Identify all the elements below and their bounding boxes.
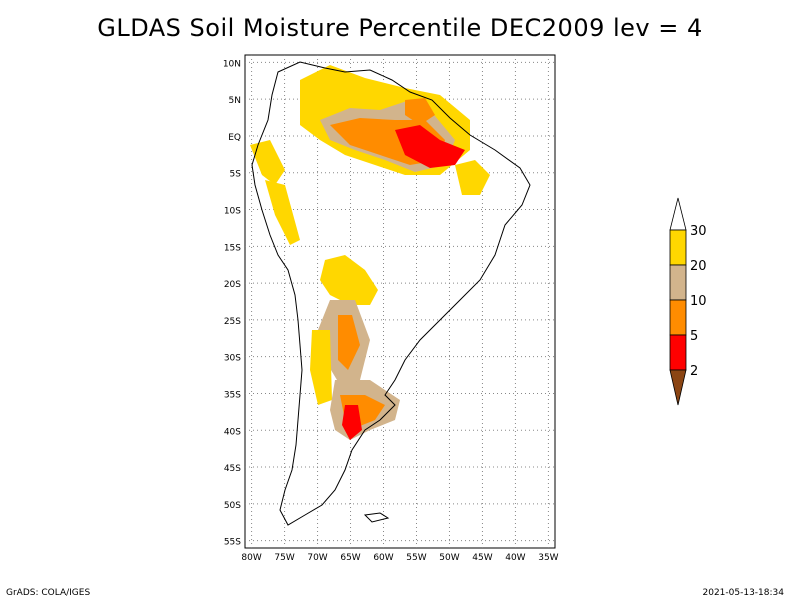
percentile-shading [250,65,490,440]
lon-label: 50W [439,553,459,563]
lon-label: 45W [472,553,492,563]
legend-label-20: 20 [690,259,707,274]
lat-label: 10N [223,59,241,69]
lon-label: 70W [307,553,327,563]
legend-label-2: 2 [690,364,698,379]
legend-label-5: 5 [690,329,698,344]
legend-swatch-20-30 [669,229,687,266]
legend-arrow-top [669,197,687,231]
legend-swatch-10-20 [669,264,687,301]
lat-label: 5S [230,170,242,180]
lat-label: 55S [224,538,241,548]
lat-label: 5N [229,96,241,106]
lat-label: 40S [224,427,241,437]
legend-label-30: 30 [690,224,707,239]
lon-label: 60W [373,553,393,563]
lat-label: 50S [224,501,241,511]
legend-swatch-2-5 [669,334,687,371]
coastline [251,61,531,526]
lat-label: 30S [224,354,241,364]
footer-right-timestamp: 2021-05-13-18:34 [702,588,785,598]
lat-label: EQ [228,133,241,143]
legend-arrow-bottom [669,369,687,406]
map-title: GLDAS Soil Moisture Percentile DEC2009 l… [97,14,703,42]
lat-label: 25S [224,317,241,327]
colorbar-legend: 30 20 10 5 2 [669,197,707,406]
lat-label: 10S [224,207,241,217]
lat-label: 15S [224,243,241,253]
lat-label: 20S [224,280,241,290]
lat-label: 45S [224,464,241,474]
lon-label: 35W [538,553,558,563]
footer-left-credit: GrADS: COLA/IGES [6,588,91,598]
lon-label: 65W [340,553,360,563]
lon-label: 55W [406,553,426,563]
lon-label: 75W [274,553,294,563]
legend-swatch-5-10 [669,299,687,336]
lat-label: 35S [224,390,241,400]
lon-label: 80W [241,553,261,563]
legend-label-10: 10 [690,294,707,309]
lon-label: 40W [505,553,525,563]
